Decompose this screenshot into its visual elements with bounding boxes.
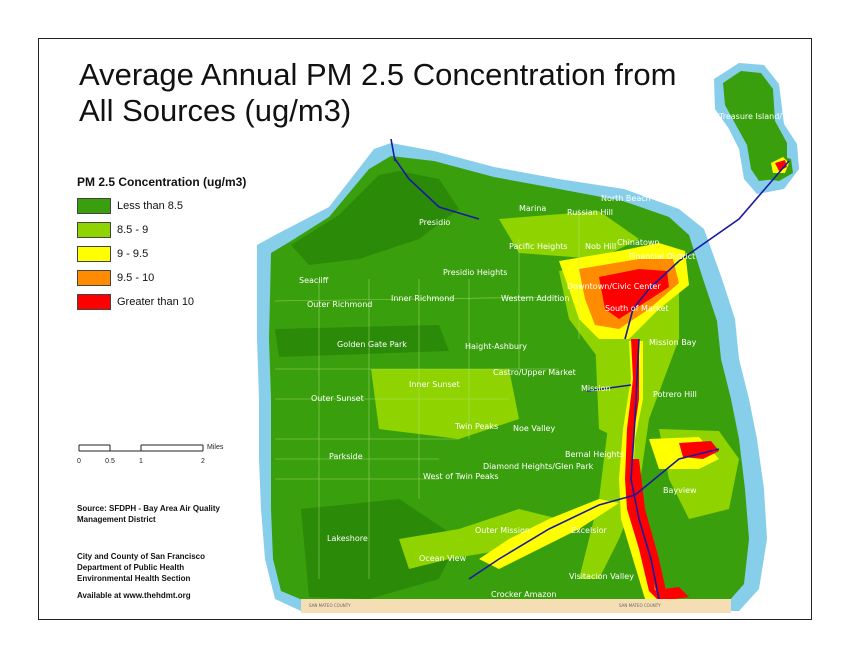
neighborhood-label: Marina	[519, 204, 546, 213]
scale-tick-1: 0.5	[105, 458, 115, 465]
legend-label: Greater than 10	[117, 296, 195, 308]
yellow-highway-west	[479, 499, 619, 569]
legend-swatch	[77, 294, 111, 310]
red-downtown	[599, 269, 669, 319]
neighborhood-label: Inner Richmond	[391, 294, 454, 303]
svg-text:SAN MATEO COUNTY: SAN MATEO COUNTY	[309, 603, 351, 608]
credit-line-1: City and County of San Francisco	[77, 552, 206, 561]
scale-tick-3: 2	[201, 458, 205, 465]
available-note: Available at www.thehdmt.org	[77, 591, 191, 600]
neighborhood-label: Diamond Heights/Glen Park	[483, 462, 594, 471]
legend-swatch	[77, 222, 111, 238]
legend-item: Less than 8.5	[77, 194, 246, 218]
neighborhood-label: South of Market	[605, 304, 669, 313]
neighborhood-label: Outer Mission	[475, 526, 530, 535]
neighborhood-label: Bernal Heights	[565, 450, 624, 459]
legend-label: 9.5 - 10	[117, 272, 155, 284]
neighborhood-label: Presidio Heights	[443, 268, 507, 277]
title-line-1: Average Annual PM 2.5 Concentration from	[79, 57, 677, 92]
neighborhood-label: Mission Bay	[649, 338, 697, 347]
scale-unit: Miles	[207, 444, 224, 451]
neighborhood-label: Treasure Island/YBI	[718, 112, 795, 121]
neighborhood-label: Pacific Heights	[509, 242, 568, 251]
highways	[394, 158, 790, 600]
light-green-sunset	[371, 369, 519, 439]
legend-item: 9 - 9.5	[77, 242, 246, 266]
presidio-dark	[291, 171, 459, 265]
southwest-dark	[301, 499, 459, 599]
neighborhood-label: Presidio	[419, 218, 450, 227]
legend-label: 8.5 - 9	[117, 224, 149, 236]
source-line-1: Source: SFDPH - Bay Area Air Quality	[77, 504, 220, 513]
svg-text:SAN MATEO COUNTY: SAN MATEO COUNTY	[619, 603, 661, 608]
neighborhood-label: Outer Richmond	[307, 300, 372, 309]
legend-title: PM 2.5 Concentration (ug/m3)	[77, 175, 247, 189]
neighborhood-label: Downtown/Civic Center	[567, 282, 661, 291]
neighborhood-label: Excelsior	[571, 526, 607, 535]
neighborhood-label: Inner Sunset	[409, 380, 460, 389]
red-bayview	[679, 441, 719, 459]
neighborhood-label: Visitacion Valley	[569, 572, 634, 581]
golden-gate-park	[275, 325, 449, 357]
legend-item: Greater than 10	[77, 290, 246, 314]
light-green-north	[499, 211, 639, 259]
title-line-2: All Sources (ug/m3)	[79, 93, 352, 128]
source-line-2: Management District	[77, 515, 156, 524]
credit-line-3: Environmental Health Section	[77, 574, 191, 583]
neighborhood-label: Potrero Hill	[653, 390, 697, 399]
scale-tick-2: 1	[139, 458, 143, 465]
county-line-strip	[301, 599, 731, 613]
legend-item: 9.5 - 10	[77, 266, 246, 290]
legend-item: 8.5 - 9	[77, 218, 246, 242]
neighborhood-label: Crocker Amazon	[491, 590, 556, 599]
light-green-highway-west	[399, 509, 559, 569]
neighborhood-labels: Treasure Island/YBI North Beach Marina Russ…	[299, 112, 795, 599]
golden-gate-bridge	[390, 138, 396, 162]
treasure-island-land	[723, 71, 787, 181]
map-title: Average Annual PM 2.5 Concentration from…	[79, 57, 719, 129]
credit-line-2: Department of Public Health	[77, 563, 185, 572]
scale-bar: 0 0.5 1 2 Miles	[77, 444, 224, 465]
legend-label: Less than 8.5	[117, 200, 184, 212]
neighborhood-label: North Beach	[601, 194, 651, 203]
neighborhood-label: Chinatown	[617, 238, 660, 247]
legend-swatch	[77, 270, 111, 286]
legend-swatch	[77, 198, 111, 214]
neighborhood-label: Outer Sunset	[311, 394, 364, 403]
neighborhood-label: Twin Peaks	[454, 422, 498, 431]
neighborhood-label: Haight-Ashbury	[465, 342, 527, 351]
neighborhood-label: Parkside	[329, 452, 363, 461]
neighborhood-label: Castro/Upper Market	[493, 368, 576, 377]
neighborhood-label: Western Addition	[501, 294, 569, 303]
scale-tick-0: 0	[77, 458, 81, 465]
map-canvas: SAN MATEO COUNTY SAN MATEO COUNTY	[257, 63, 799, 613]
neighborhood-label: Lakeshore	[327, 534, 368, 543]
legend-swatch	[77, 246, 111, 262]
neighborhood-label: Russian Hill	[567, 208, 613, 217]
neighborhood-label: Nob Hill	[585, 242, 616, 251]
yerba-buena-hotspot-red	[775, 160, 787, 171]
neighborhood-label: Financial District	[629, 252, 695, 261]
legend-label: 9 - 9.5	[117, 248, 149, 260]
neighborhood-label: West of Twin Peaks	[423, 472, 499, 481]
neighborhood-label: Ocean View	[419, 554, 467, 563]
legend: PM 2.5 Concentration (ug/m3) Less than 8…	[77, 175, 246, 314]
light-green-mission	[595, 339, 635, 439]
credit-block: City and County of San Francisco Departm…	[77, 551, 247, 584]
neighborhood-label: Bayview	[663, 486, 697, 495]
source-note: Source: SFDPH - Bay Area Air Quality Man…	[77, 503, 247, 525]
neighborhood-label: Golden Gate Park	[337, 340, 407, 349]
street-grid	[274, 209, 580, 579]
map-frame: SAN MATEO COUNTY SAN MATEO COUNTY	[38, 38, 812, 620]
neighborhood-label: Seacliff	[299, 276, 329, 285]
neighborhood-label: Mission	[581, 384, 611, 393]
neighborhood-label: Noe Valley	[513, 424, 555, 433]
red-highway-south	[625, 339, 655, 591]
